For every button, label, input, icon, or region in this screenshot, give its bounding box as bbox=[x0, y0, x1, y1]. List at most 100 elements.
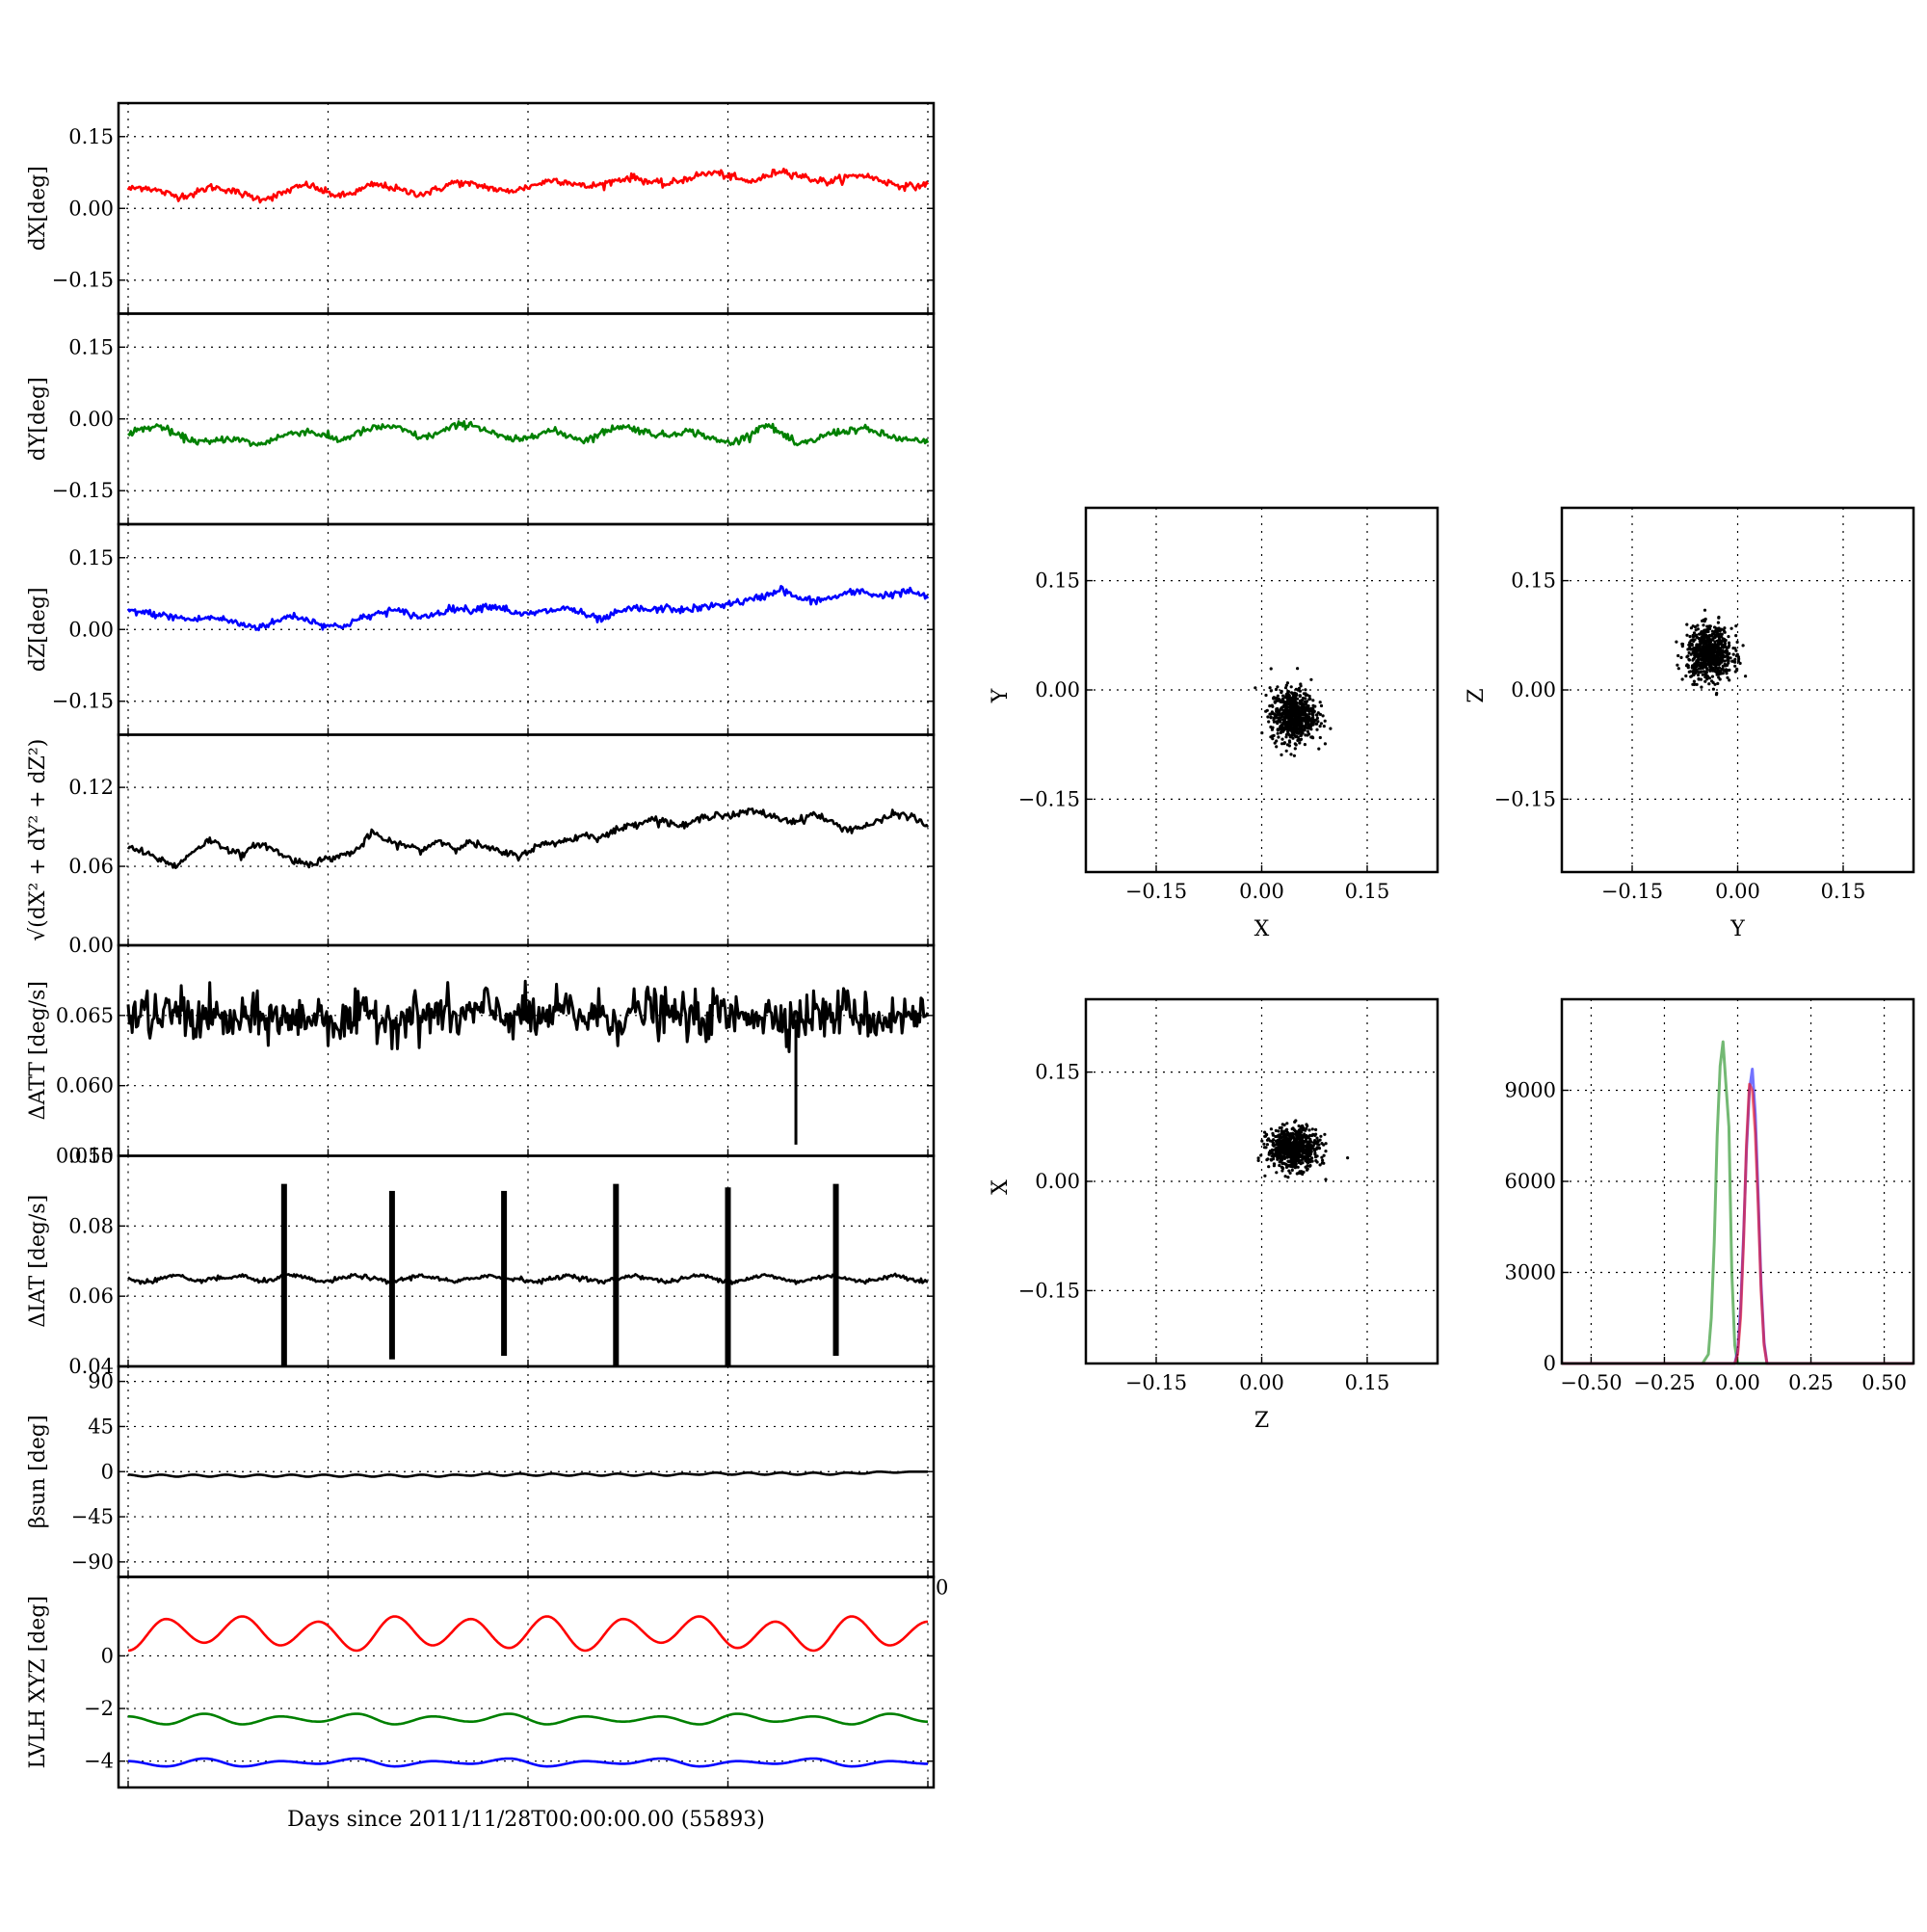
scatter-point bbox=[1285, 722, 1289, 726]
scatter-point bbox=[1702, 644, 1705, 648]
scatter-point bbox=[1685, 622, 1689, 626]
scatter-point bbox=[1716, 681, 1720, 686]
scatter-point bbox=[1279, 700, 1282, 704]
scatter-point bbox=[1692, 665, 1696, 669]
scatter-point bbox=[1694, 652, 1698, 657]
scatter-point bbox=[1277, 1129, 1280, 1133]
scatter-point bbox=[1294, 1119, 1298, 1123]
scatter-point bbox=[1676, 653, 1680, 658]
scatter-point bbox=[1262, 1142, 1266, 1146]
scatter-point bbox=[1706, 656, 1710, 660]
scatter-point bbox=[1715, 631, 1719, 635]
scatter-point bbox=[1700, 635, 1703, 640]
scatter-point bbox=[1718, 660, 1722, 664]
scatter-point bbox=[1303, 1155, 1307, 1159]
series-group bbox=[126, 979, 930, 1145]
scatter-point bbox=[1287, 1163, 1291, 1167]
scatter-point bbox=[1734, 654, 1738, 658]
scatter-point bbox=[1278, 728, 1281, 731]
scatter-point bbox=[1321, 1158, 1325, 1162]
scatter-point bbox=[1733, 664, 1737, 668]
scatter-point bbox=[1714, 656, 1718, 660]
scatter-point bbox=[1306, 1164, 1309, 1168]
scatter-point bbox=[1711, 680, 1715, 685]
scatter-point bbox=[1702, 618, 1705, 622]
scatter-point bbox=[1298, 741, 1302, 745]
scatter-point bbox=[1307, 724, 1311, 728]
scatter-point bbox=[1288, 1159, 1292, 1164]
scatter-point bbox=[1283, 1129, 1287, 1133]
y-axis-label: ΔATT [deg/s] bbox=[26, 981, 50, 1120]
scatter-point bbox=[1310, 1127, 1314, 1131]
scatter-point bbox=[1319, 703, 1324, 708]
scatter-point bbox=[1689, 675, 1693, 678]
scatter-point bbox=[1293, 1132, 1297, 1136]
y-axis-label: dY[deg] bbox=[26, 377, 50, 461]
scatter-point bbox=[1687, 650, 1691, 655]
scatter-point bbox=[1298, 694, 1302, 698]
scatter-point bbox=[1293, 728, 1297, 732]
scatter-point bbox=[1292, 754, 1296, 757]
scatter-point bbox=[1703, 665, 1707, 669]
scatter-point bbox=[1734, 634, 1738, 638]
y-tick-label: 6000 bbox=[1505, 1170, 1556, 1193]
scatter-point bbox=[1705, 653, 1709, 657]
scatter-point bbox=[1283, 701, 1287, 705]
scatter-point bbox=[1698, 639, 1702, 643]
series-group bbox=[126, 167, 930, 204]
panel-scatter_yz: −0.15 0.00 0.15 0.15 0.00 −0.15 Y Z bbox=[1465, 506, 1915, 941]
panel-diat: 0.10 0.08 0.06 0.04 ΔIAT [deg/s] bbox=[26, 1145, 936, 1378]
scatter-point bbox=[1301, 698, 1305, 702]
scatter-point bbox=[1712, 669, 1717, 673]
scatter-point bbox=[1268, 686, 1272, 690]
scatter-point bbox=[1290, 729, 1294, 733]
scatter-point bbox=[1313, 718, 1318, 722]
x-tick-label: −0.15 bbox=[1125, 1371, 1187, 1394]
scatter-point bbox=[1707, 633, 1711, 638]
y-tick-label: 0.00 bbox=[1035, 1170, 1080, 1193]
panel-frame bbox=[117, 522, 936, 736]
scatter-point bbox=[1286, 1159, 1290, 1163]
series-line-black bbox=[127, 1272, 929, 1285]
scatter-point bbox=[1296, 735, 1300, 740]
scatter-point bbox=[1309, 708, 1313, 712]
scatter-point bbox=[1277, 1138, 1280, 1142]
scatter-point bbox=[1306, 1124, 1309, 1128]
y-tick-label: 0.00 bbox=[1035, 678, 1080, 701]
spike-mark bbox=[832, 1183, 839, 1357]
scatter-point bbox=[1300, 733, 1304, 737]
scatter-point bbox=[1276, 731, 1280, 735]
scatter-point bbox=[1699, 667, 1703, 671]
scatter-point bbox=[1711, 637, 1715, 641]
series-line-blue bbox=[126, 585, 930, 632]
series-group bbox=[126, 807, 930, 869]
x-tick-label: 0.00 bbox=[1239, 1371, 1284, 1394]
scatter-point bbox=[1305, 715, 1308, 719]
scatter-point bbox=[1310, 1156, 1314, 1160]
panel-frame bbox=[117, 1154, 936, 1368]
scatter-point bbox=[1288, 1132, 1292, 1136]
y-tick-label: 0.00 bbox=[68, 408, 114, 431]
panel-frame bbox=[117, 943, 936, 1157]
scatter-point bbox=[1686, 648, 1690, 651]
scatter-point bbox=[1726, 649, 1729, 653]
scatter-point bbox=[1710, 647, 1714, 650]
x-tick-label: 0.25 bbox=[1788, 1371, 1834, 1394]
scatter-point bbox=[1688, 635, 1692, 639]
y-tick-label: −0.15 bbox=[52, 479, 114, 502]
scatter-point bbox=[1708, 647, 1712, 650]
scatter-point bbox=[1722, 628, 1726, 632]
scatter-point bbox=[1272, 720, 1277, 724]
series-line-black bbox=[126, 807, 930, 869]
scatter-point bbox=[1295, 728, 1299, 732]
scatter-point bbox=[1699, 654, 1703, 658]
scatter-point bbox=[1287, 1169, 1291, 1173]
scatter-point bbox=[1300, 1130, 1304, 1134]
scatter-point bbox=[1285, 1153, 1289, 1157]
scatter-point bbox=[1278, 718, 1281, 722]
scatter-point bbox=[1279, 1156, 1282, 1160]
spike-mark bbox=[613, 1183, 620, 1366]
y-tick-label: 90 bbox=[88, 1370, 114, 1393]
scatter-point bbox=[1264, 709, 1268, 713]
scatter-point bbox=[1703, 673, 1707, 676]
